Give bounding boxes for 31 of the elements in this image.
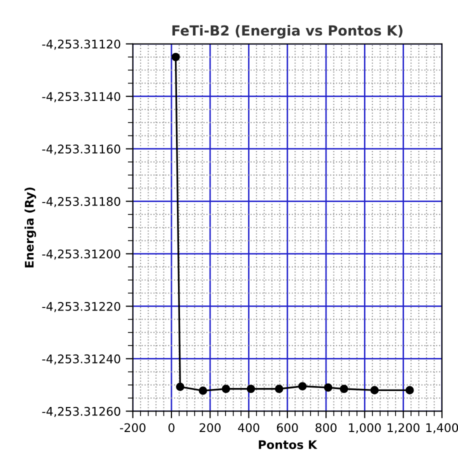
point xyxy=(370,386,379,394)
y-tick-label: -4,253.31180 xyxy=(42,197,120,208)
point xyxy=(172,52,180,62)
point xyxy=(176,382,184,391)
y-tick-label: -4,253.31120 xyxy=(42,40,120,50)
y-tick-label: -4,253.31260 xyxy=(42,406,120,418)
x-tick-label: 400 xyxy=(238,423,260,432)
x-tick-label: 1,000 xyxy=(349,423,381,434)
point xyxy=(246,384,256,394)
x-tick-label: 0 xyxy=(168,423,174,432)
x-tick-label: 600 xyxy=(276,423,298,432)
y-tick-label: -4,253.31160 xyxy=(42,144,120,155)
x-tick-label: 1,400 xyxy=(426,423,458,434)
y-tick-label: -4,253.31200 xyxy=(42,249,120,260)
point xyxy=(298,382,307,390)
y-tick-label: -4,253.31240 xyxy=(42,354,120,365)
x-axis-title: Pontos K xyxy=(258,440,318,450)
y-tick-label: -4,253.31140 xyxy=(42,92,120,102)
point xyxy=(274,384,284,394)
point xyxy=(324,383,332,392)
x-tick-label: 800 xyxy=(316,423,337,432)
x-tick-label: 200 xyxy=(200,423,221,432)
x-tick-label: 1,200 xyxy=(388,423,420,434)
point xyxy=(406,386,414,394)
x-tick-label: -200 xyxy=(120,423,146,432)
point xyxy=(340,384,348,394)
y-axis-title: Energia (Ry) xyxy=(24,188,36,268)
point xyxy=(222,384,230,394)
point xyxy=(198,386,208,395)
y-tick-label: -4,253.31220 xyxy=(42,302,120,312)
chart-title: FeTi-B2 (Energia vs Pontos K) xyxy=(172,25,402,39)
